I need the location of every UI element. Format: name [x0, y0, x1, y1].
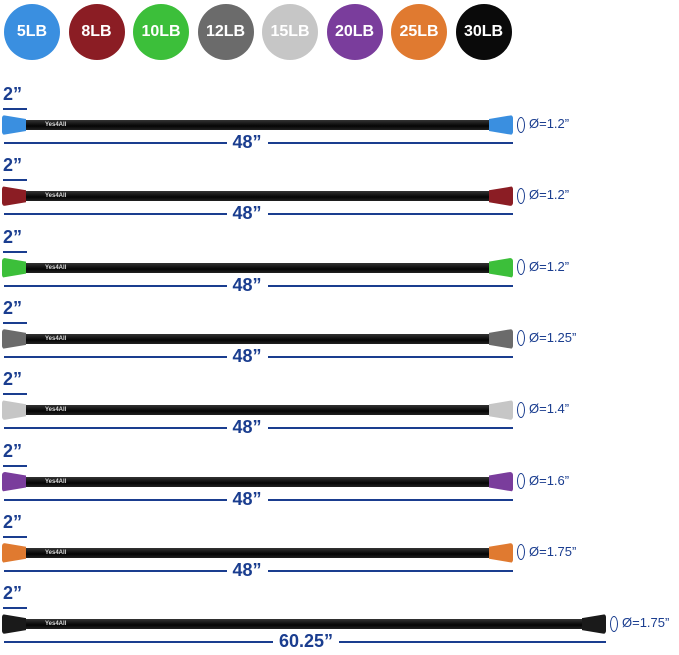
- right-end-cap: [489, 400, 513, 421]
- left-end-cap: [2, 471, 26, 492]
- cap-length-label: 2”: [3, 297, 23, 318]
- bar-shaft: [4, 619, 602, 630]
- right-end-cap: [489, 115, 513, 135]
- right-end-cap: [489, 328, 513, 349]
- left-end-cap: [2, 186, 26, 207]
- bar-shaft: [4, 333, 509, 344]
- brand-logo: Yes4All: [45, 407, 67, 414]
- right-end-cap: [489, 257, 513, 278]
- length-label: 48”: [226, 559, 268, 581]
- weight-chip: 10LB: [133, 4, 189, 60]
- left-end-cap: [2, 328, 26, 349]
- length-label: 48”: [226, 274, 268, 296]
- diameter-label: Ø=1.2”: [517, 116, 569, 133]
- bar-shaft: [4, 262, 509, 273]
- weight-chip: 25LB: [391, 4, 447, 60]
- bar-shaft: [4, 476, 509, 487]
- diameter-label: Ø=1.25”: [517, 330, 576, 347]
- brand-logo: Yes4All: [45, 621, 67, 628]
- cap-length-label: 2”: [3, 226, 23, 247]
- diameter-icon: [517, 187, 525, 204]
- weight-chip: 20LB: [326, 4, 383, 60]
- diameter-value: Ø=1.2”: [529, 187, 570, 203]
- diameter-label: Ø=1.2”: [517, 259, 569, 276]
- cap-length-label: 2”: [3, 84, 23, 104]
- length-label: 48”: [226, 203, 268, 225]
- right-end-cap: [489, 471, 513, 492]
- cap-length-line: [3, 535, 27, 538]
- cap-length-line: [3, 108, 27, 110]
- cap-length-label: 2”: [3, 155, 23, 176]
- bar-row: 2” Yes4All 48” Ø=1.6”: [0, 441, 679, 513]
- cap-length-line: [3, 179, 27, 182]
- weight-chip: 5LB: [4, 4, 60, 60]
- diameter-label: Ø=1.75”: [517, 544, 576, 561]
- length-label: 48”: [226, 417, 268, 439]
- cap-length-label: 2”: [3, 511, 23, 532]
- brand-logo: Yes4All: [45, 335, 67, 342]
- brand-logo: Yes4All: [45, 122, 67, 128]
- diameter-value: Ø=1.75”: [529, 543, 577, 559]
- bar-row: 2” Yes4All 60.25” Ø=1.75”: [0, 583, 679, 655]
- cap-length-line: [3, 250, 27, 253]
- diameter-label: Ø=1.2”: [517, 187, 569, 204]
- length-label: 48”: [226, 488, 268, 510]
- bar-row: 2” Yes4All 48” Ø=1.75”: [0, 512, 679, 584]
- cap-length-line: [3, 464, 27, 467]
- brand-logo: Yes4All: [45, 264, 67, 271]
- length-label: 48”: [226, 132, 268, 153]
- left-end-cap: [2, 400, 26, 421]
- bar-row: 2” Yes4All 48” Ø=1.2”: [0, 227, 679, 299]
- length-label: 48”: [226, 345, 268, 367]
- diameter-label: Ø=1.4”: [517, 401, 569, 418]
- right-end-cap: [582, 614, 606, 635]
- bar-row: 2” Yes4All 48” Ø=1.25”: [0, 298, 679, 370]
- right-end-cap: [489, 186, 513, 207]
- cap-length-line: [3, 393, 27, 396]
- bar-shaft: [4, 191, 509, 202]
- diameter-icon: [517, 473, 525, 490]
- bar-row: 2” Yes4All 48” Ø=1.4”: [0, 369, 679, 441]
- left-end-cap: [2, 115, 26, 135]
- diameter-icon: [517, 259, 525, 276]
- weight-chip: 12LB: [197, 4, 254, 60]
- cap-length-label: 2”: [3, 583, 23, 604]
- diameter-label: Ø=1.6”: [517, 473, 569, 490]
- bar-shaft: [4, 547, 509, 558]
- diameter-value: Ø=1.75”: [622, 615, 670, 631]
- length-label: 60.25”: [273, 631, 340, 653]
- diameter-icon: [610, 615, 618, 632]
- diameter-label: Ø=1.75”: [610, 615, 669, 632]
- cap-length-label: 2”: [3, 440, 23, 461]
- diameter-value: Ø=1.6”: [529, 472, 570, 488]
- cap-length-line: [3, 607, 27, 610]
- cap-length-line: [3, 321, 27, 324]
- brand-logo: Yes4All: [45, 193, 67, 200]
- diameter-icon: [517, 116, 525, 133]
- diameter-value: Ø=1.4”: [529, 401, 570, 417]
- bar-shaft: [4, 405, 509, 416]
- bar-row: 2” Yes4All 48” Ø=1.2”: [0, 155, 679, 227]
- weight-chip: 30LB: [455, 4, 512, 60]
- diameter-icon: [517, 544, 525, 561]
- bar-shaft: [4, 120, 509, 130]
- bar-row: 2” Yes4All 48” Ø=1.2”: [0, 84, 679, 156]
- diameter-value: Ø=1.25”: [529, 329, 577, 345]
- right-end-cap: [489, 542, 513, 563]
- left-end-cap: [2, 542, 26, 563]
- weight-chip: 15LB: [262, 4, 318, 60]
- diameter-icon: [517, 330, 525, 347]
- diameter-value: Ø=1.2”: [529, 116, 570, 131]
- left-end-cap: [2, 614, 26, 635]
- brand-logo: Yes4All: [45, 478, 67, 485]
- brand-logo: Yes4All: [45, 549, 67, 556]
- diameter-icon: [517, 401, 525, 418]
- diameter-value: Ø=1.2”: [529, 258, 570, 274]
- left-end-cap: [2, 257, 26, 278]
- cap-length-label: 2”: [3, 369, 23, 390]
- weight-chip: 8LB: [68, 4, 125, 60]
